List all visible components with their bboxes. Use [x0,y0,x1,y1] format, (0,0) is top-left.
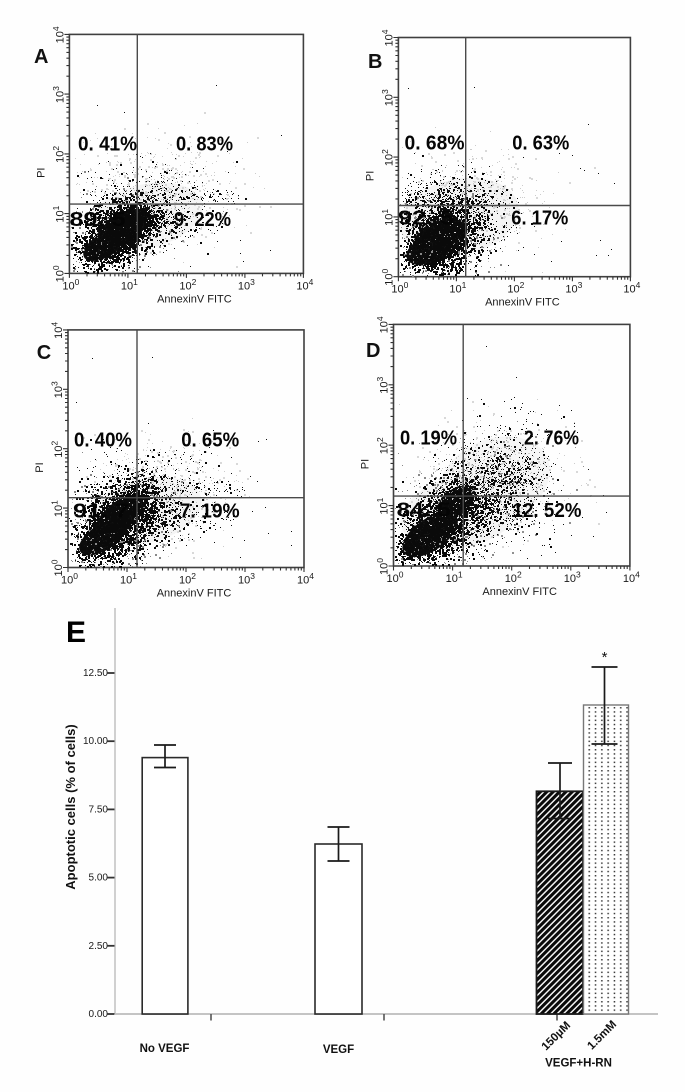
svg-text:VEGF: VEGF [323,1044,354,1056]
svg-text:PI: PI [35,167,47,177]
svg-text:A: A [34,46,48,68]
svg-text:0. 40%: 0. 40% [74,430,132,452]
svg-text:VEGF+H-RN: VEGF+H-RN [545,1058,612,1070]
svg-text:0.00: 0.00 [89,1009,109,1020]
svg-text:5.00: 5.00 [89,873,109,884]
svg-text:0. 63%: 0. 63% [512,133,569,155]
svg-text:2. 76%: 2. 76% [524,428,579,450]
svg-text:AnnexinV FITC: AnnexinV FITC [157,588,232,600]
svg-text:AnnexinV FITC: AnnexinV FITC [157,293,232,305]
svg-text:D: D [366,340,380,362]
svg-text:0. 68%: 0. 68% [405,133,465,155]
svg-text:PI: PI [360,459,372,469]
svg-text:AnnexinV FITC: AnnexinV FITC [482,586,557,598]
svg-text:7.50: 7.50 [89,804,109,815]
svg-text:12. 52%: 12. 52% [513,500,582,522]
svg-text:12.50: 12.50 [83,668,108,679]
svg-text:PI: PI [34,462,46,472]
svg-text:84. 5: 84. 5 [397,500,451,522]
svg-text:No VEGF: No VEGF [140,1043,190,1055]
svg-text:AnnexinV FITC: AnnexinV FITC [485,297,560,309]
svg-text:*: * [602,649,608,666]
svg-text:91. 7: 91. 7 [73,501,129,523]
svg-text:7. 19%: 7. 19% [180,501,240,523]
svg-text:89. 5: 89. 5 [70,209,126,231]
svg-text:92. 5: 92. 5 [398,208,454,230]
svg-text:2.50: 2.50 [89,941,109,952]
svg-text:0. 65%: 0. 65% [181,430,239,452]
svg-text:C: C [37,342,51,364]
svg-text:6. 17%: 6. 17% [511,208,568,230]
svg-text:0. 83%: 0. 83% [176,134,233,156]
svg-text:0. 41%: 0. 41% [78,134,137,156]
svg-text:10.00: 10.00 [83,736,108,747]
svg-text:E: E [66,616,86,649]
svg-text:9. 22%: 9. 22% [174,209,231,231]
svg-text:B: B [368,51,382,73]
svg-text:PI: PI [364,171,376,181]
svg-text:0. 19%: 0. 19% [400,428,457,450]
svg-text:Apoptotic cells (% of cells): Apoptotic cells (% of cells) [63,724,78,889]
